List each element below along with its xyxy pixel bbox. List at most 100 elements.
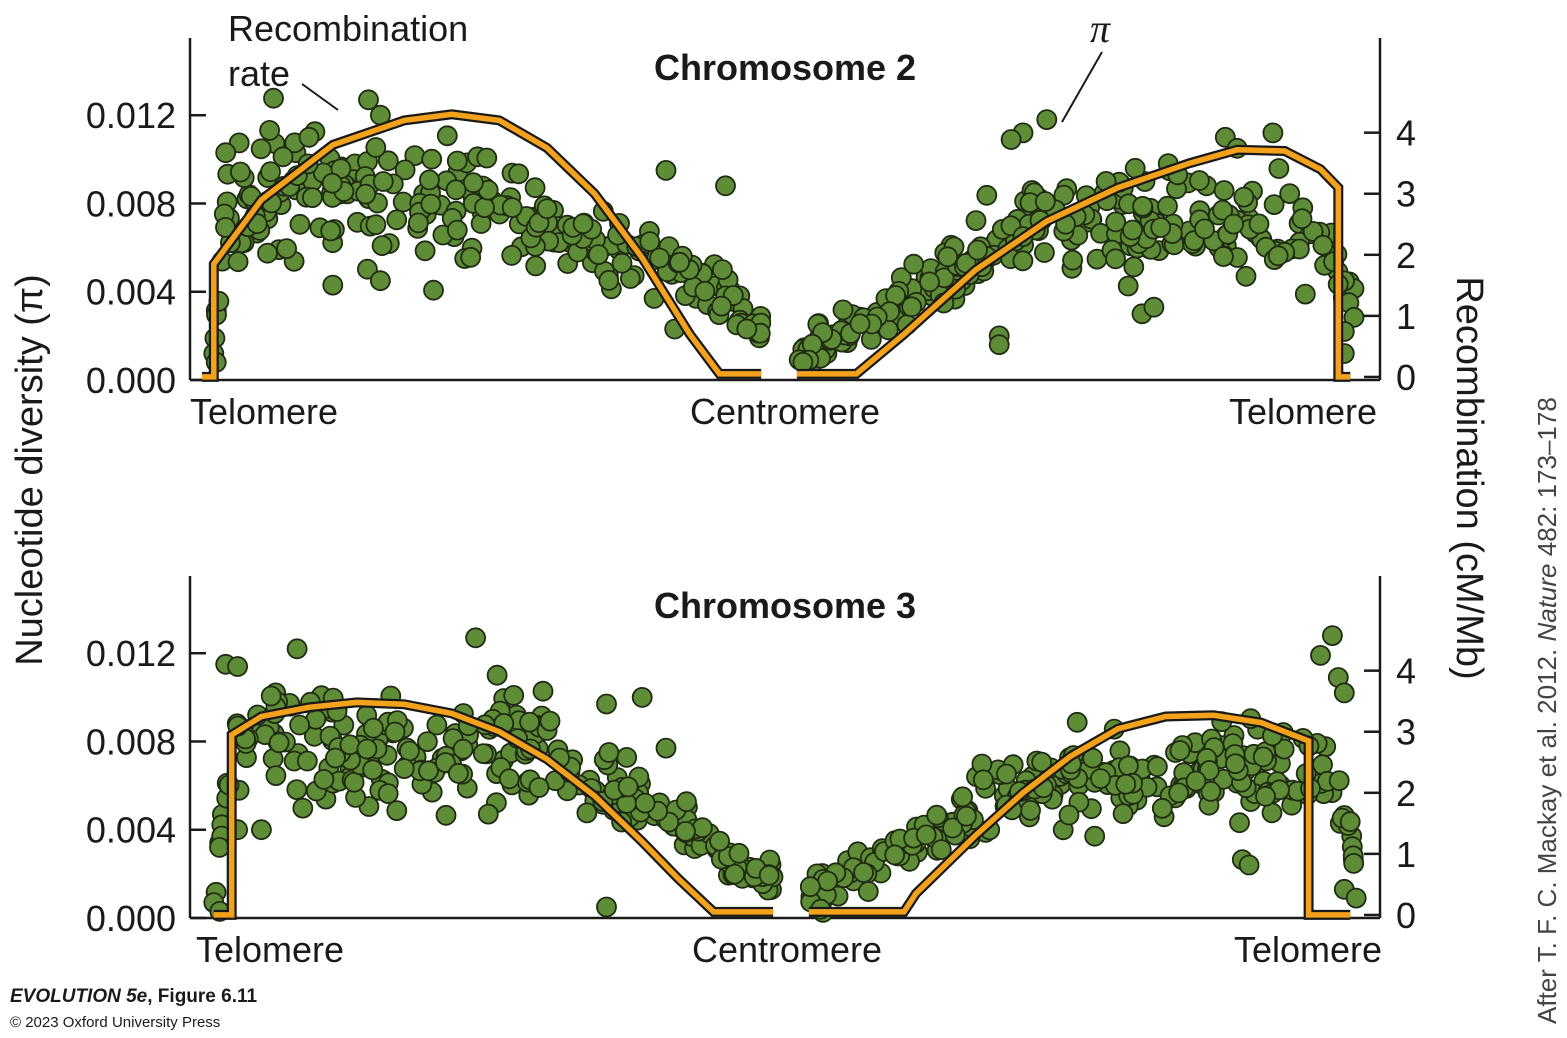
pi-point: [423, 279, 444, 301]
pi-point: [498, 768, 520, 790]
pi-point: [384, 721, 406, 743]
pi-point: [1238, 854, 1260, 876]
right-axis-title: Recombination (cM/Mb): [1448, 276, 1490, 679]
pi-point: [799, 876, 821, 898]
right-tick-label: 2: [1396, 773, 1416, 814]
pi-point: [528, 777, 550, 798]
pi-point: [1213, 246, 1234, 267]
pi-point: [227, 656, 249, 677]
pi-point: [712, 259, 733, 281]
pi-point: [1062, 249, 1083, 271]
pi-point: [926, 804, 948, 826]
left-tick-label: 0.000: [86, 360, 176, 401]
pi-point: [1105, 211, 1127, 233]
pi-point: [1012, 250, 1034, 272]
pi-point: [524, 177, 546, 199]
pi-point: [227, 251, 249, 273]
right-tick-label: 1: [1396, 296, 1416, 337]
pi-point: [416, 731, 438, 752]
pi-point: [421, 148, 443, 170]
pi-point: [1212, 199, 1233, 221]
x-label-right-telomere: Telomere: [1234, 929, 1382, 970]
pi-point: [1343, 306, 1365, 328]
pi-point: [260, 685, 282, 707]
x-label-left-telomere: Telomere: [196, 929, 344, 970]
right-tick-label: 2: [1396, 235, 1416, 276]
pi-point: [355, 183, 377, 205]
pi-point: [1000, 129, 1022, 150]
pi-point: [1143, 296, 1165, 318]
pi-point: [728, 842, 750, 864]
pi-point: [576, 802, 598, 824]
pi-point: [903, 253, 925, 275]
pi-point: [503, 685, 525, 706]
left-tick-label: 0.000: [86, 898, 176, 939]
pi-point: [965, 210, 987, 232]
pi-point: [343, 771, 365, 793]
credit-prefix: After T. F. C. Mackay et al. 2012.: [1532, 642, 1562, 1024]
pi-point: [447, 763, 469, 784]
right-tick-label: 4: [1396, 651, 1416, 692]
pi-point: [1312, 234, 1334, 256]
pi-point: [1034, 242, 1055, 263]
pi-point: [420, 193, 442, 215]
pi-point: [268, 732, 290, 754]
pi-point: [1194, 218, 1215, 240]
pi-point: [1084, 825, 1106, 847]
pi-point: [372, 171, 394, 192]
pi-point: [817, 870, 838, 892]
pi-point: [501, 244, 523, 266]
pi-point: [418, 169, 440, 191]
pi-point: [446, 219, 468, 241]
pi-point: [260, 161, 281, 183]
pi-point: [901, 296, 923, 318]
pi-point: [1151, 797, 1173, 819]
pi-point: [532, 680, 554, 702]
pi-point: [472, 743, 494, 764]
pi-point: [1122, 219, 1143, 241]
pi-points: [203, 625, 1367, 923]
pi-point: [598, 269, 620, 291]
pi-point: [407, 212, 429, 234]
pi-point: [365, 137, 387, 158]
pi-point: [915, 824, 937, 846]
pi-pointer: [1061, 51, 1103, 123]
left-tick-label: 0.004: [86, 810, 176, 851]
pi-point: [1147, 756, 1168, 778]
caption-book: EVOLUTION 5e: [10, 986, 148, 1007]
pi-point: [386, 209, 408, 231]
pi-point: [386, 800, 408, 821]
pi-point: [414, 240, 436, 262]
pi-point: [1225, 753, 1246, 775]
pi-point: [655, 159, 677, 181]
pi-point: [1339, 811, 1361, 833]
pi-point: [394, 159, 416, 181]
pi-point: [639, 231, 661, 253]
pi-point: [418, 760, 439, 782]
pi-point: [1150, 217, 1172, 238]
pi-point: [324, 747, 346, 769]
pi-point: [1310, 645, 1331, 666]
pi-point: [477, 803, 499, 825]
pi-point: [215, 142, 237, 164]
pi-point: [596, 693, 617, 715]
pi-point: [675, 821, 696, 842]
credit-journal: Nature: [1532, 563, 1562, 641]
pi-annotation: π: [1090, 6, 1111, 51]
pi-point: [362, 759, 384, 781]
pi-point: [1248, 213, 1270, 235]
pi-point: [930, 839, 952, 860]
pi-point: [1322, 625, 1343, 646]
pi-point: [649, 247, 670, 269]
pi-point: [1213, 180, 1235, 201]
pi-point: [486, 664, 508, 686]
pi-point: [1157, 195, 1178, 217]
right-tick-label: 3: [1396, 174, 1416, 215]
pi-point: [669, 251, 690, 273]
pi-point: [1058, 804, 1080, 826]
pi-point: [1132, 195, 1153, 217]
pi-point: [398, 740, 420, 762]
right-tick-label: 3: [1396, 712, 1416, 753]
pi-point: [1345, 887, 1367, 909]
left-tick-label: 0.008: [86, 721, 176, 762]
